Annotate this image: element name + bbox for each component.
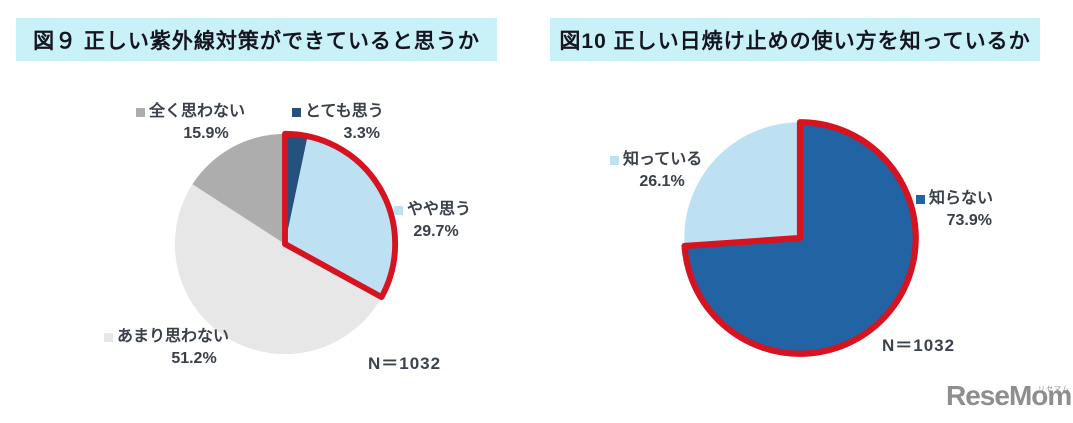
- slice-percent: 29.7%: [413, 223, 459, 240]
- highlight-outline: [282, 130, 399, 301]
- chart-title-fig10: 図10 正しい日焼け止めの使い方を知っているか: [550, 18, 1040, 61]
- chart-title-fig9: 図９ 正しい紫外線対策ができていると思うか: [16, 18, 497, 61]
- legend-marker: [610, 155, 619, 165]
- callout-label-row: 知らない: [916, 188, 998, 210]
- callout-very-much: とても思う 3.3%: [292, 101, 398, 145]
- slice-percent: 51.2%: [171, 350, 217, 367]
- resemom-logo-text: ReseMom.: [946, 380, 1073, 411]
- callout-label-row: 知っている: [610, 149, 714, 171]
- pie-chart-fig9: [167, 126, 403, 362]
- pie-slice-2: [174, 184, 382, 355]
- pie-slice-1: [684, 122, 800, 246]
- slice-percent: 73.9%: [946, 212, 992, 229]
- legend-marker: [292, 107, 301, 117]
- slice-label: 知らない: [929, 190, 994, 207]
- callout-not-at-all: 全く思わない 15.9%: [136, 101, 276, 145]
- callout-label-row: とても思う: [292, 101, 398, 123]
- pie-slice-0: [285, 133, 308, 244]
- resemom-logo: ReseMom. リセマム: [946, 382, 1073, 410]
- sample-size-fig10: N＝1032: [882, 336, 956, 355]
- callout-somewhat: やや思う 29.7%: [394, 199, 478, 243]
- slice-percent: 26.1%: [639, 173, 685, 190]
- callout-not-know: 知らない 73.9%: [916, 188, 998, 232]
- legend-marker: [916, 194, 925, 204]
- callout-not-much: あまり思わない 51.2%: [104, 326, 238, 370]
- pie-slice-3: [192, 133, 285, 244]
- slice-label: あまり思わない: [117, 328, 230, 345]
- slice-percent: 3.3%: [343, 125, 380, 142]
- resemom-logo-ruby: リセマム: [1038, 386, 1071, 393]
- pie-svg-fig10: [681, 119, 919, 357]
- highlight-outline: [681, 119, 919, 357]
- callout-label-row: やや思う: [394, 199, 478, 221]
- legend-marker: [104, 332, 113, 342]
- slice-label: やや思う: [407, 201, 472, 218]
- slice-label: 知っている: [623, 151, 703, 168]
- slice-percent: 15.9%: [183, 125, 229, 142]
- legend-marker: [136, 107, 145, 117]
- legend-marker: [394, 205, 403, 215]
- slice-label: とても思う: [305, 103, 384, 120]
- callout-label-row: あまり思わない: [104, 326, 238, 348]
- slice-label: 全く思わない: [149, 103, 246, 120]
- callout-know: 知っている 26.1%: [610, 149, 714, 193]
- pie-svg-fig9: [174, 130, 399, 355]
- sample-size-fig9: N＝1032: [368, 354, 442, 373]
- pie-chart-fig10: [676, 114, 924, 362]
- callout-label-row: 全く思わない: [136, 101, 276, 123]
